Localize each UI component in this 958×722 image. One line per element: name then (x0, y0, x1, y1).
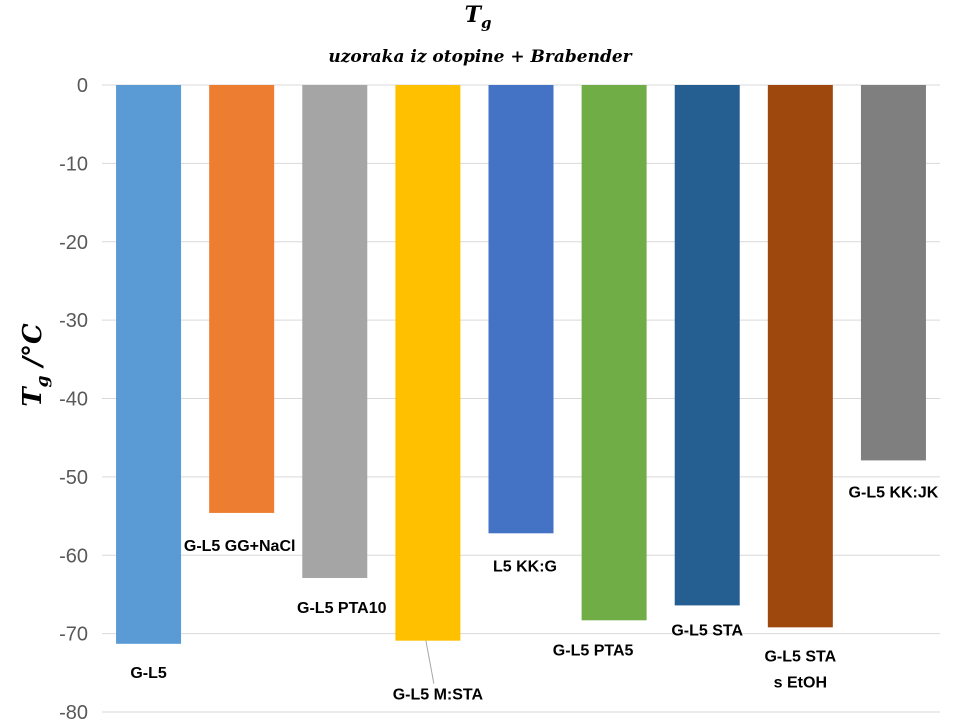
data-labels: G-L5 G-L5 GG+NaCl G-L5 PTA10 G-L5 M:STA L5 K… (130, 484, 938, 703)
bar (674, 85, 740, 606)
bars (116, 85, 926, 644)
y-tick-label: -40 (59, 389, 88, 411)
label-leader-line (425, 640, 435, 684)
data-label: s EtOH (774, 674, 827, 691)
data-label: G-L5 STA (671, 622, 743, 639)
data-label: G-L5 KK:JK (849, 484, 939, 501)
y-axis-label-unit: /°C (18, 323, 48, 376)
data-label: G-L5 PTA5 (553, 642, 634, 659)
y-tick-label: -20 (59, 232, 88, 254)
chart-title: Tg (465, 2, 492, 32)
y-tick-label: 0 (77, 75, 88, 97)
y-tick-label: -60 (59, 545, 88, 567)
data-label: G-L5 PTA10 (297, 600, 387, 617)
data-label: G-L5 STA (764, 648, 836, 665)
y-axis-label-symbol: T (18, 386, 48, 407)
y-axis-label-subscript: g (33, 375, 53, 387)
data-label: G-L5 (130, 665, 167, 682)
data-label: G-L5 M:STA (393, 687, 484, 704)
bar (209, 85, 275, 513)
chart-title-symbol: T (465, 2, 483, 28)
y-tick-label: -70 (59, 624, 88, 646)
bar (302, 85, 368, 578)
y-tick-labels: 0 -10 -20 -30 -40 -50 -60 -70 -80 (59, 75, 88, 722)
bar (395, 85, 461, 641)
y-tick-label: -50 (59, 467, 88, 489)
bar (860, 85, 926, 461)
data-label: L5 KK:G (493, 558, 557, 575)
y-tick-label: -30 (59, 310, 88, 332)
y-tick-label: -10 (59, 153, 88, 175)
data-label: G-L5 GG+NaCl (184, 538, 296, 555)
bar (488, 85, 554, 534)
bar (116, 85, 182, 644)
chart-subtitle: uzoraka iz otopine + Brabender (328, 47, 632, 67)
y-axis-label: Tg /°C (18, 323, 53, 407)
chart-title-subscript: g (481, 14, 492, 32)
bar (581, 85, 647, 621)
bar (767, 85, 833, 628)
y-tick-label: -80 (59, 702, 88, 722)
